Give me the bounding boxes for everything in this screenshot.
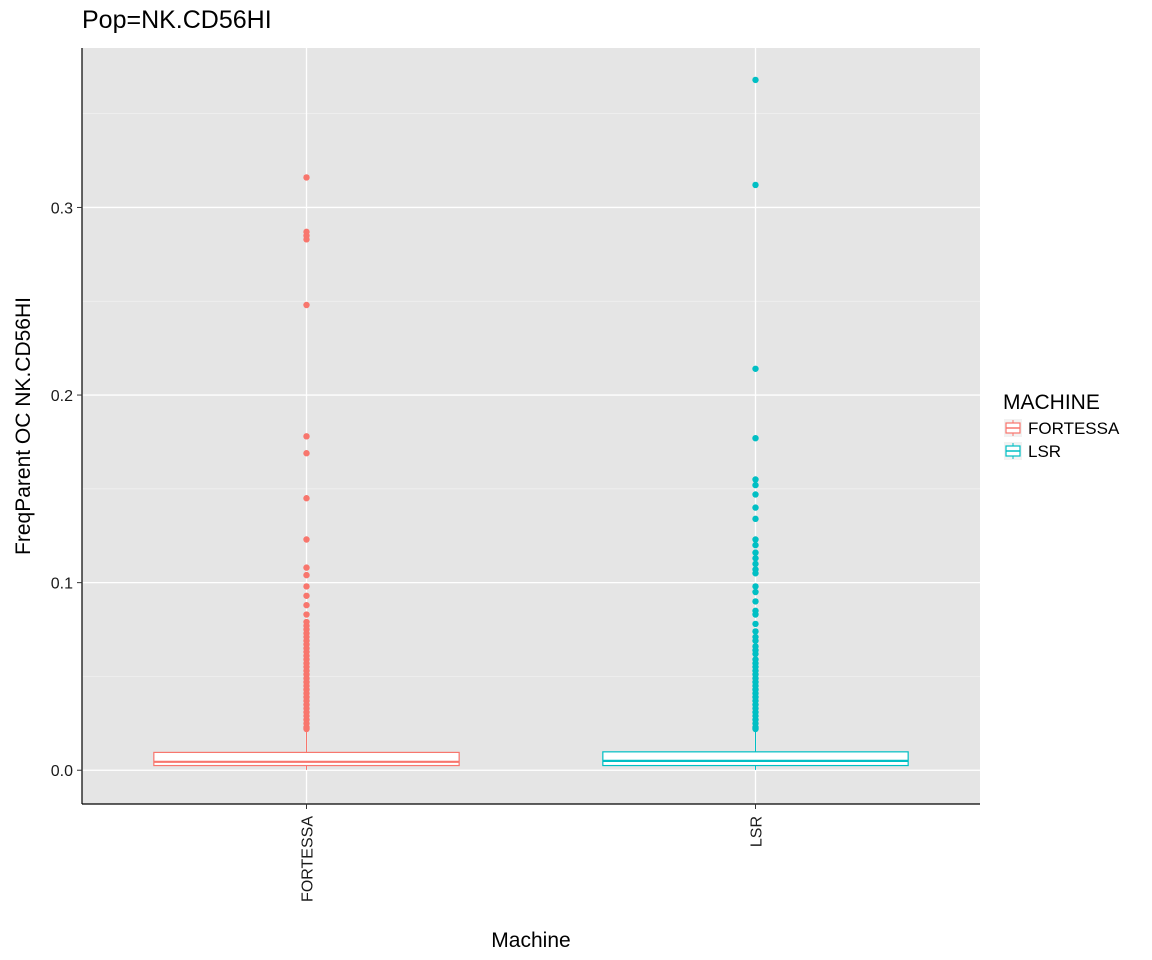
outlier-point [752,620,759,628]
outlier-point [752,549,759,556]
outlier-point [752,588,759,596]
legend: MACHINE FORTESSA LSR [1003,391,1120,461]
outlier-point [303,301,310,309]
outlier-point [752,536,759,543]
outlier-point [752,515,759,523]
outlier-point [303,433,310,440]
outlier-point [752,650,759,658]
x-axis-ticks: FORTESSA LSR [300,804,766,902]
box [602,751,909,767]
y-axis-ticks: 0.0 0.1 0.2 0.3 [51,200,82,780]
outlier-point [752,476,759,483]
outlier-point [752,611,759,618]
outlier-point [303,495,310,502]
legend-title: MACHINE [1003,391,1100,414]
outlier-point [752,628,759,635]
box-marks [153,76,909,770]
x-tick-label: LSR [749,816,766,847]
legend-key [1004,419,1022,437]
outlier-point [752,504,759,511]
y-tick-label: 0.1 [51,576,73,593]
outlier-point [752,365,759,372]
outlier-point [752,181,759,189]
legend-label: FORTESSA [1028,419,1120,438]
outlier-point [303,571,310,579]
outlier-point [752,76,759,84]
y-tick-label: 0.3 [51,200,73,217]
outlier-point [752,598,759,605]
x-axis-title: Machine [491,929,570,952]
outlier-point [303,174,310,181]
outlier-point [752,725,759,733]
outlier-point [303,450,310,457]
outlier-point [303,236,310,243]
outlier-point [303,592,310,599]
outlier-point [303,536,310,543]
outlier-point [752,555,759,562]
outlier-point [752,583,759,590]
outlier-point [303,611,310,618]
outlier-point [303,583,310,590]
outlier-point [303,601,310,609]
y-tick-label: 0.0 [51,763,73,780]
outlier-point [752,491,759,498]
legend-label: LSR [1028,442,1061,461]
minor-gridlines [82,113,980,677]
box [153,751,460,767]
outlier-point [303,564,310,571]
legend-key [1004,442,1022,460]
y-tick-label: 0.2 [51,388,73,405]
outlier-point [752,637,759,644]
chart-title: Pop=NK.CD56HI [82,6,272,34]
outlier-point [752,434,759,442]
outlier-point [752,541,759,549]
panel-background [82,48,980,804]
y-axis-title: FreqParent OC NK.CD56HI [12,297,35,555]
outlier-point [303,725,310,733]
x-tick-label: FORTESSA [300,816,317,902]
outlier-point [752,481,759,489]
outlier-point [752,560,759,568]
outlier-point [752,570,759,577]
